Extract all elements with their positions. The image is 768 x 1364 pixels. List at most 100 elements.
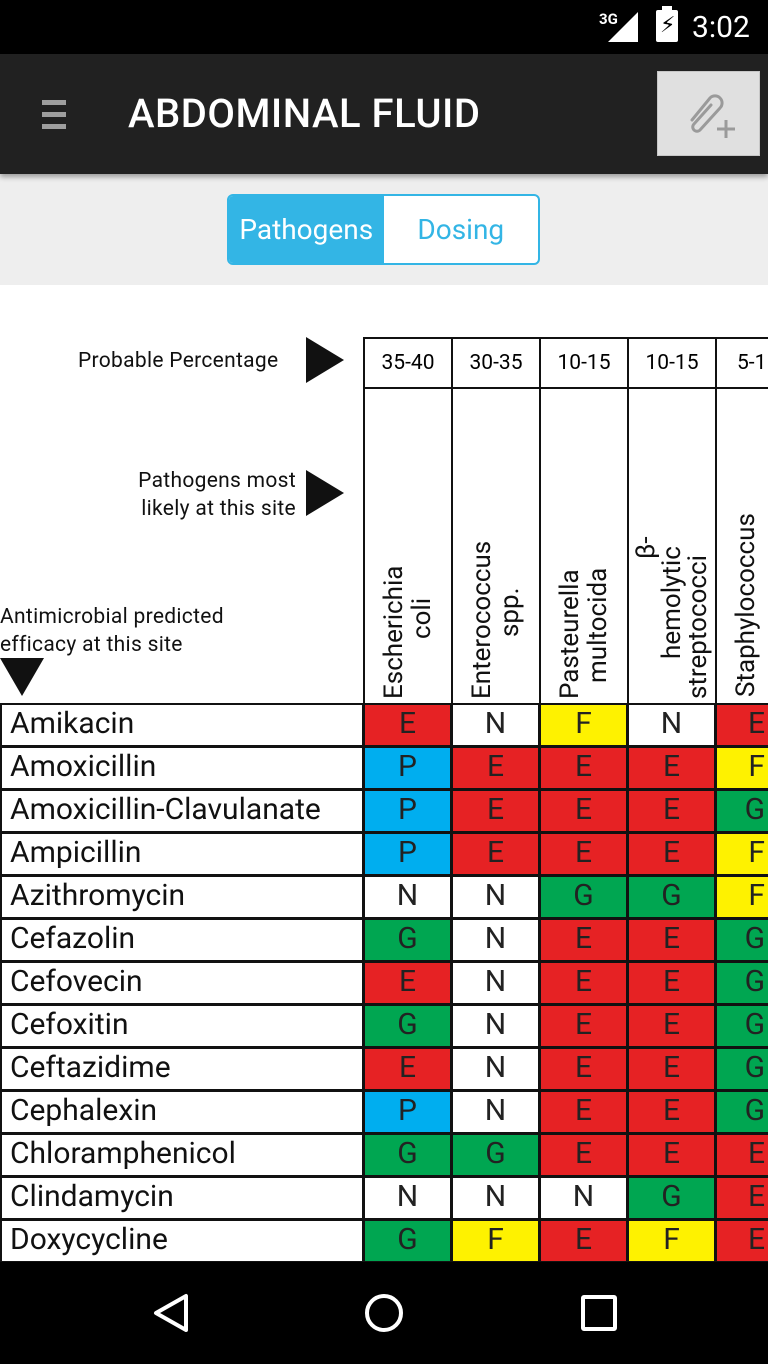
tab-dosing[interactable]: Dosing <box>417 213 505 246</box>
arrow-down-icon <box>0 658 44 696</box>
efficacy-cell: E <box>539 1133 628 1177</box>
efficacy-cell: E <box>363 1047 452 1091</box>
pathogen-name-cell: Enterococcus spp. <box>451 387 541 705</box>
drug-label: Amikacin <box>0 703 364 747</box>
efficacy-cell: G <box>451 1133 540 1177</box>
efficacy-cell: E <box>451 746 540 790</box>
back-triangle-icon[interactable] <box>150 1292 192 1334</box>
efficacy-cell: E <box>627 918 716 962</box>
status-bar: 3G ⚡ 3:02 <box>0 0 768 54</box>
efficacy-cell: E <box>451 832 540 876</box>
battery-charging-icon: ⚡ <box>656 6 678 42</box>
efficacy-cell: E <box>627 1047 716 1091</box>
arrow-right-icon <box>306 470 344 516</box>
efficacy-cell: N <box>451 1090 540 1134</box>
efficacy-cell: E <box>715 1219 768 1262</box>
navigation-bar <box>0 1262 768 1364</box>
drug-label: Ampicillin <box>0 832 364 876</box>
probable-percentage-label: Probable Percentage <box>78 349 279 373</box>
drug-label: Cephalexin <box>0 1090 364 1134</box>
efficacy-cell: E <box>539 961 628 1005</box>
efficacy-cell: N <box>627 703 716 747</box>
segmented-control: Pathogens Dosing <box>227 194 540 265</box>
efficacy-cell: F <box>715 875 768 919</box>
efficacy-cell: F <box>627 1219 716 1262</box>
drug-label: Cefazolin <box>0 918 364 962</box>
drug-label: Azithromycin <box>0 875 364 919</box>
efficacy-cell: F <box>715 832 768 876</box>
efficacy-cell: G <box>715 1090 768 1134</box>
efficacy-cell: G <box>715 1004 768 1048</box>
efficacy-cell: P <box>363 832 452 876</box>
efficacy-cell: E <box>363 961 452 1005</box>
recents-square-icon[interactable] <box>578 1292 620 1334</box>
efficacy-cell: E <box>715 1133 768 1177</box>
drug-label: Ceftazidime <box>0 1047 364 1091</box>
drug-label: Chloramphenicol <box>0 1133 364 1177</box>
efficacy-cell: G <box>715 961 768 1005</box>
efficacy-cell: N <box>451 961 540 1005</box>
efficacy-cell: N <box>451 875 540 919</box>
percentage-cell: 5-1 <box>715 337 768 389</box>
efficacy-cell: P <box>363 1090 452 1134</box>
tab-bar: Pathogens Dosing <box>0 174 768 285</box>
efficacy-cell: E <box>627 1004 716 1048</box>
drug-label: Amoxicillin-Clavulanate <box>0 789 364 833</box>
efficacy-cell: G <box>715 789 768 833</box>
page-title: ABDOMINAL FLUID <box>128 90 481 137</box>
efficacy-cell: E <box>451 789 540 833</box>
efficacy-cell: N <box>363 875 452 919</box>
efficacy-cell: E <box>627 961 716 1005</box>
percentage-cell: 30-35 <box>451 337 541 389</box>
efficacy-cell: F <box>539 703 628 747</box>
efficacy-cell: E <box>627 1090 716 1134</box>
efficacy-cell: N <box>451 1047 540 1091</box>
efficacy-cell: G <box>627 1176 716 1220</box>
efficacy-cell: E <box>627 832 716 876</box>
efficacy-cell: F <box>715 746 768 790</box>
efficacy-cell: E <box>715 703 768 747</box>
pathogen-name-cell: Escherichia coli <box>363 387 453 705</box>
add-attachment-button[interactable] <box>657 71 760 156</box>
efficacy-cell: E <box>539 746 628 790</box>
percentage-cell: 10-15 <box>627 337 717 389</box>
efficacy-cell: E <box>627 746 716 790</box>
efficacy-cell: E <box>627 1133 716 1177</box>
percentage-cell: 35-40 <box>363 337 453 389</box>
tab-pathogens[interactable]: Pathogens <box>229 196 384 263</box>
efficacy-cell: E <box>539 1219 628 1262</box>
efficacy-cell: N <box>451 1176 540 1220</box>
drug-label: Clindamycin <box>0 1176 364 1220</box>
efficacy-cell: G <box>363 918 452 962</box>
paperclip-add-icon <box>690 94 735 138</box>
efficacy-cell: G <box>539 875 628 919</box>
efficacy-cell: N <box>363 1176 452 1220</box>
antimicrobial-label: Antimicrobial predicted efficacy at this… <box>0 605 224 657</box>
drug-label: Amoxicillin <box>0 746 364 790</box>
efficacy-cell: N <box>539 1176 628 1220</box>
pathogens-label: Pathogens most likely at this site <box>138 469 296 521</box>
pathogen-name-cell: Staphylococcus aureus <box>715 387 768 705</box>
efficacy-cell: F <box>451 1219 540 1262</box>
efficacy-cell: G <box>715 1047 768 1091</box>
efficacy-cell: E <box>539 918 628 962</box>
efficacy-cell: G <box>627 875 716 919</box>
efficacy-cell: E <box>539 832 628 876</box>
content-area: Pathogens Dosing Probable Percentage Pat… <box>0 174 768 1262</box>
efficacy-cell: E <box>539 789 628 833</box>
signal-icon <box>608 12 638 42</box>
drug-label: Cefoxitin <box>0 1004 364 1048</box>
efficacy-cell: P <box>363 746 452 790</box>
efficacy-cell: N <box>451 703 540 747</box>
home-circle-icon[interactable] <box>363 1292 405 1334</box>
clock: 3:02 <box>692 10 750 45</box>
drug-label: Cefovecin <box>0 961 364 1005</box>
efficacy-cell: G <box>363 1133 452 1177</box>
drug-label: Doxycycline <box>0 1219 364 1262</box>
menu-icon[interactable] <box>42 100 66 130</box>
percentage-cell: 10-15 <box>539 337 629 389</box>
efficacy-cell: N <box>451 918 540 962</box>
efficacy-cell: G <box>715 918 768 962</box>
app-bar: ABDOMINAL FLUID <box>0 54 768 174</box>
efficacy-cell: E <box>715 1176 768 1220</box>
